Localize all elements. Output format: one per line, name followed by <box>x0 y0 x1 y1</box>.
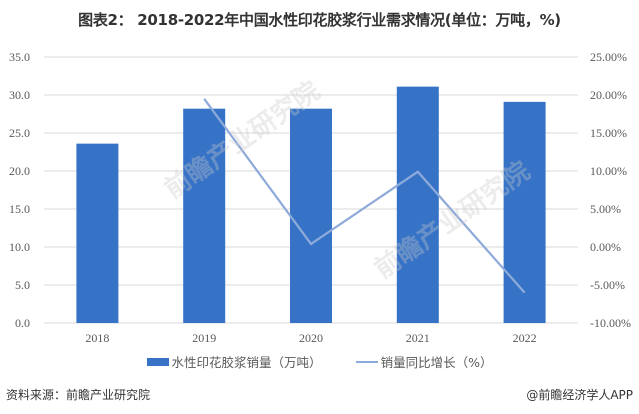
y-tick-right: 5.00% <box>590 202 621 216</box>
bar-series <box>76 86 546 324</box>
footer: 资料来源：前瞻产业研究院 @前瞻经济学人APP <box>6 386 633 403</box>
source-note: 资料来源：前瞻产业研究院 <box>6 388 151 402</box>
y-tick-left: 20.0 <box>9 164 30 178</box>
x-tick: 2019 <box>192 331 216 345</box>
y-tick-right: 25.00% <box>590 50 627 64</box>
y-tick-right: 0.00% <box>590 240 621 254</box>
y-axis-left: 0.0 5.0 10.0 15.0 20.0 25.0 30.0 35.0 <box>9 50 30 330</box>
x-axis: 2018 2019 2020 2021 2022 <box>85 331 536 345</box>
x-tick: 2022 <box>513 331 537 345</box>
legend-line-label: 销量同比增长（%） <box>380 355 493 370</box>
y-tick-right: -5.00% <box>590 278 625 292</box>
x-tick: 2020 <box>299 331 323 345</box>
y-tick-right: 15.00% <box>590 126 627 140</box>
y-axis-right: -10.00% -5.00% 0.00% 5.00% 10.00% 15.00% 20.00… <box>590 50 631 330</box>
y-tick-left: 25.0 <box>9 126 30 140</box>
credit-note: @前瞻经济学人APP <box>526 388 633 402</box>
bar <box>396 86 439 323</box>
y-tick-left: 35.0 <box>9 50 30 64</box>
y-tick-right: 20.00% <box>590 88 627 102</box>
bar-swatch-icon <box>146 357 169 366</box>
y-tick-left: 10.0 <box>9 240 30 254</box>
chart-title: 图表2： 2018-2022年中国水性印花胶浆行业需求情况(单位：万吨，%) <box>78 11 561 29</box>
y-tick-left: 15.0 <box>9 202 30 216</box>
legend-item-bar: 水性印花胶浆销量（万吨） <box>146 352 322 371</box>
x-tick: 2018 <box>85 331 109 345</box>
bar <box>183 108 226 324</box>
x-tick: 2021 <box>406 331 430 345</box>
bar <box>290 108 332 324</box>
y-tick-left: 0.0 <box>15 316 30 330</box>
bar <box>503 101 546 323</box>
line-swatch-icon <box>355 360 378 363</box>
growth-line <box>203 98 526 294</box>
y-tick-left: 30.0 <box>9 88 30 102</box>
y-tick-right: 10.00% <box>590 164 627 178</box>
legend: 水性印花胶浆销量（万吨） 销量同比增长（%） <box>0 352 639 371</box>
legend-item-line: 销量同比增长（%） <box>355 352 493 371</box>
y-tick-right: -10.00% <box>590 316 631 330</box>
line-series <box>203 98 526 294</box>
bar <box>76 143 119 323</box>
y-tick-left: 5.0 <box>15 278 30 292</box>
legend-bar-label: 水性印花胶浆销量（万吨） <box>171 355 322 370</box>
